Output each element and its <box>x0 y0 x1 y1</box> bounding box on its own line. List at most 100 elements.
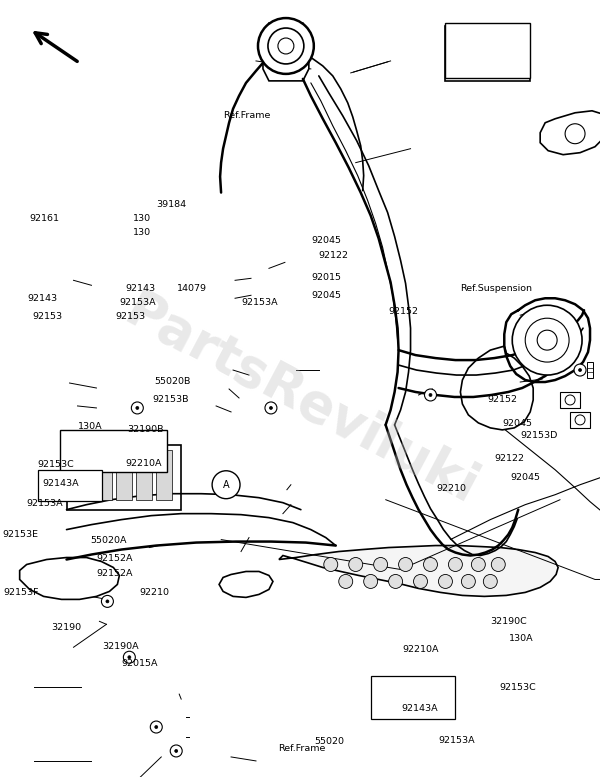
Text: 92143A: 92143A <box>42 479 79 488</box>
Circle shape <box>448 558 463 572</box>
Text: 32190B: 32190B <box>127 425 164 434</box>
Circle shape <box>525 318 569 362</box>
Circle shape <box>512 305 582 375</box>
Circle shape <box>265 402 277 414</box>
Bar <box>116 450 133 499</box>
Bar <box>445 26 530 81</box>
Text: 130: 130 <box>133 228 151 237</box>
Polygon shape <box>263 23 309 81</box>
Circle shape <box>349 558 362 572</box>
Text: 32190: 32190 <box>51 623 82 633</box>
Text: 92153: 92153 <box>32 311 62 321</box>
Polygon shape <box>137 443 175 480</box>
Circle shape <box>429 394 432 397</box>
Text: 32190C: 32190C <box>491 617 527 626</box>
Circle shape <box>175 749 178 752</box>
Text: 92161: 92161 <box>30 214 60 223</box>
Circle shape <box>106 600 109 603</box>
Polygon shape <box>454 33 530 71</box>
Circle shape <box>574 364 586 376</box>
Circle shape <box>565 124 585 144</box>
Bar <box>445 23 530 78</box>
Circle shape <box>170 745 182 757</box>
Circle shape <box>461 574 475 588</box>
Text: 92153E: 92153E <box>3 531 39 539</box>
Text: 130: 130 <box>133 214 151 223</box>
Circle shape <box>131 402 143 414</box>
Text: 92153C: 92153C <box>499 683 536 692</box>
Circle shape <box>278 38 294 54</box>
Text: Ref.Frame: Ref.Frame <box>223 111 271 121</box>
Circle shape <box>136 406 139 409</box>
Bar <box>77 450 92 499</box>
Text: 92143A: 92143A <box>401 704 437 713</box>
Polygon shape <box>587 362 593 378</box>
Circle shape <box>101 595 113 608</box>
Circle shape <box>339 574 353 588</box>
Text: 92045: 92045 <box>311 236 341 244</box>
Circle shape <box>128 656 131 659</box>
Text: 92045: 92045 <box>311 291 341 300</box>
Circle shape <box>389 574 403 588</box>
Bar <box>156 450 172 499</box>
Text: 130A: 130A <box>78 422 103 431</box>
Polygon shape <box>279 545 558 597</box>
Text: 92152: 92152 <box>487 395 517 405</box>
Polygon shape <box>540 110 600 155</box>
Text: 92143: 92143 <box>125 284 155 293</box>
Text: 130A: 130A <box>509 634 533 643</box>
Text: 92153A: 92153A <box>120 299 157 307</box>
Bar <box>371 676 455 720</box>
Circle shape <box>439 574 452 588</box>
Circle shape <box>374 558 388 572</box>
Circle shape <box>537 330 557 350</box>
Text: 92143: 92143 <box>28 294 58 303</box>
Circle shape <box>424 558 437 572</box>
Text: 55020: 55020 <box>314 738 344 746</box>
Text: 92045: 92045 <box>511 473 541 482</box>
Circle shape <box>150 721 162 733</box>
Text: 92210A: 92210A <box>126 459 163 468</box>
Text: 92153B: 92153B <box>152 395 188 405</box>
Bar <box>59 430 167 471</box>
Text: 55020B: 55020B <box>155 377 191 386</box>
Circle shape <box>491 558 505 572</box>
Polygon shape <box>219 572 273 598</box>
Bar <box>97 450 112 499</box>
Circle shape <box>212 471 240 499</box>
Circle shape <box>324 558 338 572</box>
Circle shape <box>364 574 377 588</box>
Text: 92210: 92210 <box>139 587 169 597</box>
Circle shape <box>578 369 581 372</box>
Text: Ref.Suspension: Ref.Suspension <box>460 284 532 293</box>
Circle shape <box>398 558 413 572</box>
Text: PartsReviluki: PartsReviluki <box>115 285 487 515</box>
Circle shape <box>472 558 485 572</box>
Polygon shape <box>20 558 119 599</box>
Bar <box>560 392 580 408</box>
Text: 92153F: 92153F <box>3 587 38 597</box>
Text: A: A <box>223 480 229 489</box>
Text: 92153C: 92153C <box>37 460 74 469</box>
Text: 32190A: 32190A <box>102 642 139 651</box>
Bar <box>67 445 181 510</box>
Text: 92153A: 92153A <box>242 299 278 307</box>
Circle shape <box>575 415 585 425</box>
Text: 14079: 14079 <box>177 284 207 293</box>
Bar <box>570 412 590 428</box>
Bar <box>38 471 102 502</box>
Circle shape <box>258 18 314 74</box>
Text: 92210A: 92210A <box>402 645 439 654</box>
Circle shape <box>413 574 427 588</box>
Text: 92152: 92152 <box>389 307 419 316</box>
Bar <box>136 450 152 499</box>
Text: 92122: 92122 <box>494 454 524 464</box>
Circle shape <box>565 395 575 405</box>
Text: 39184: 39184 <box>157 200 187 209</box>
Text: 92122: 92122 <box>318 251 348 260</box>
Text: 92153D: 92153D <box>520 431 557 440</box>
Circle shape <box>155 726 158 728</box>
Text: 92045: 92045 <box>502 419 532 428</box>
Text: 92153A: 92153A <box>438 736 475 745</box>
Circle shape <box>124 651 136 663</box>
